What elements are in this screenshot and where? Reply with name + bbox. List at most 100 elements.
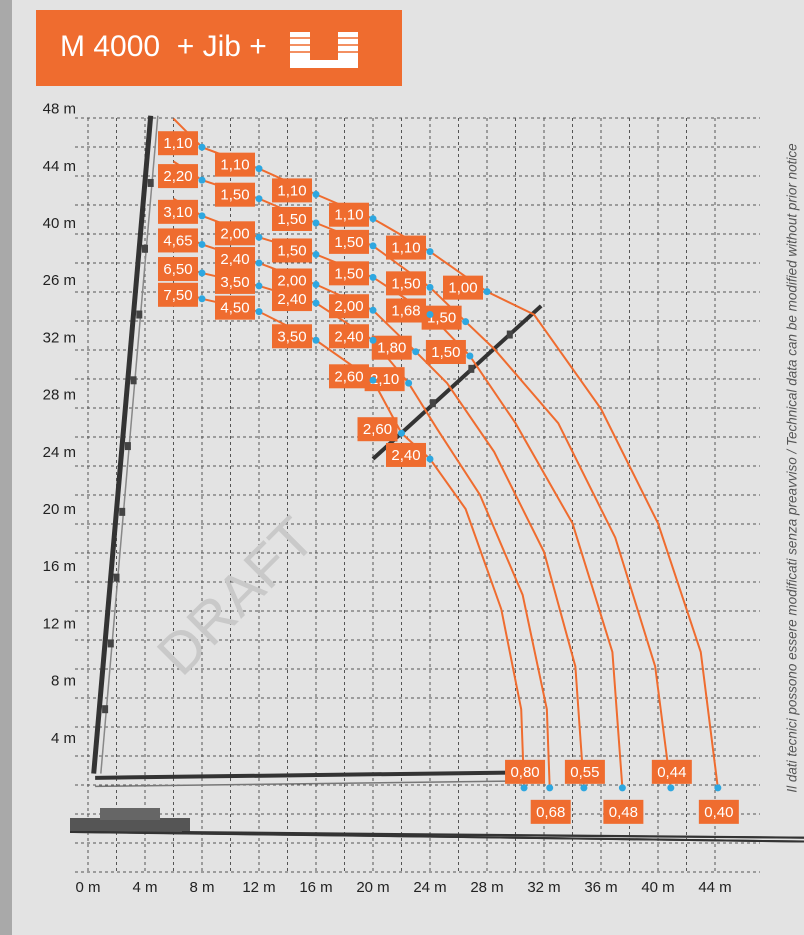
load-label-box bbox=[158, 257, 198, 282]
load-point-dot bbox=[369, 215, 377, 223]
load-point-dot bbox=[483, 288, 491, 296]
load-label-box bbox=[421, 305, 462, 330]
left-side-strip bbox=[0, 0, 12, 935]
load-label-text: 4,65 bbox=[163, 232, 192, 249]
load-point-dot bbox=[255, 233, 263, 241]
load-label-text: 0,48 bbox=[609, 804, 638, 821]
load-label-text: 1,10 bbox=[334, 207, 363, 224]
load-label-text: 1,68 bbox=[391, 303, 420, 320]
x-tick-label: 32 m bbox=[527, 879, 560, 896]
y-tick-label: 20 m bbox=[43, 501, 76, 518]
load-label-text: 1,50 bbox=[334, 265, 363, 282]
load-label-box bbox=[329, 324, 369, 349]
load-label-box bbox=[329, 202, 369, 227]
load-label-box bbox=[386, 298, 426, 323]
load-label-box bbox=[329, 261, 369, 286]
y-tick-label: 48 m bbox=[43, 101, 76, 118]
load-label-box bbox=[329, 294, 369, 319]
load-labels: 1,10 1,10 1,10 1,10 1,10 1,00 0,40 2,20 1,50 1,50… bbox=[158, 131, 739, 824]
load-label-text: 2,60 bbox=[334, 368, 363, 385]
load-label-box bbox=[215, 295, 255, 320]
load-label-box bbox=[698, 799, 739, 824]
load-point-dot bbox=[412, 348, 420, 356]
load-label-text: 1,50 bbox=[427, 310, 456, 327]
boom-section-joint bbox=[124, 442, 131, 451]
load-point-dot bbox=[198, 212, 206, 220]
y-tick-label: 8 m bbox=[51, 673, 76, 690]
load-label-text: 2,40 bbox=[220, 251, 249, 268]
load-label-box bbox=[158, 131, 198, 156]
load-point-dot bbox=[369, 376, 377, 384]
load-label-text: 2,40 bbox=[277, 291, 306, 308]
chart-title: M 4000 + Jib + bbox=[60, 30, 267, 64]
load-point-dot bbox=[426, 248, 434, 256]
y-tick-label: 24 m bbox=[43, 444, 76, 461]
load-label-text: 1,10 bbox=[163, 135, 192, 152]
load-label-text: 2,00 bbox=[334, 298, 363, 315]
load-point-dot bbox=[667, 784, 675, 792]
load-point-dot bbox=[198, 269, 206, 277]
load-point-dot bbox=[255, 282, 263, 290]
load-label-text: 1,50 bbox=[277, 211, 306, 228]
y-tick-label: 16 m bbox=[43, 558, 76, 575]
load-label-text: 1,50 bbox=[391, 275, 420, 292]
y-tick-label: 32 m bbox=[43, 329, 76, 346]
y-tick-label: 12 m bbox=[43, 615, 76, 632]
load-point-dot bbox=[255, 308, 263, 316]
boom-section-joint bbox=[147, 178, 154, 187]
load-point-dot bbox=[312, 190, 320, 198]
load-label-text: 7,50 bbox=[163, 287, 192, 304]
load-label-box bbox=[215, 221, 255, 246]
load-point-dot bbox=[255, 259, 263, 267]
load-point-dot bbox=[462, 318, 470, 326]
load-point-dot bbox=[198, 295, 206, 303]
crane-base bbox=[70, 818, 190, 832]
crane-turret bbox=[100, 808, 160, 820]
boom-section-joint bbox=[130, 376, 137, 385]
horizontal-boom bbox=[95, 770, 545, 780]
load-label-box bbox=[386, 235, 426, 260]
load-label-text: 1,50 bbox=[431, 344, 460, 361]
load-label-box bbox=[357, 417, 398, 442]
load-curve bbox=[173, 287, 526, 788]
load-point-dot bbox=[426, 455, 434, 463]
load-label-box bbox=[329, 364, 369, 389]
title-suffix: + Jib + bbox=[176, 30, 267, 63]
load-label-box bbox=[386, 442, 426, 467]
title-banner: M 4000 + Jib + bbox=[36, 10, 402, 86]
load-point-dot bbox=[714, 784, 722, 792]
load-point-dot bbox=[255, 165, 263, 173]
load-point-dot bbox=[426, 311, 434, 319]
x-tick-label: 24 m bbox=[413, 879, 446, 896]
load-label-text: 1,50 bbox=[277, 242, 306, 259]
load-label-text: 2,10 bbox=[370, 371, 399, 388]
load-label-text: 1,10 bbox=[220, 157, 249, 174]
load-label-text: 3,50 bbox=[277, 328, 306, 345]
load-label-box bbox=[371, 335, 412, 360]
load-label-text: 1,10 bbox=[277, 182, 306, 199]
load-label-box bbox=[158, 164, 198, 189]
load-label-text: 1,80 bbox=[377, 340, 406, 357]
load-label-box bbox=[158, 199, 198, 224]
load-point-dot bbox=[546, 784, 554, 792]
load-label-box bbox=[272, 207, 312, 231]
load-point-dot bbox=[369, 336, 377, 344]
y-axis-ticks: 48 m 44 m 40 m 26 m 32 m 28 m 24 m 20 m 16 m 12 m… bbox=[43, 101, 76, 747]
outrigger-leg bbox=[69, 831, 804, 839]
jib-joint bbox=[506, 330, 513, 339]
x-tick-label: 20 m bbox=[356, 879, 389, 896]
boom-section-joint bbox=[102, 705, 109, 714]
x-tick-label: 16 m bbox=[299, 879, 332, 896]
load-point-dot bbox=[255, 195, 263, 203]
load-label-text: 2,40 bbox=[391, 447, 420, 464]
load-point-dot bbox=[312, 219, 320, 227]
load-point-dot bbox=[312, 336, 320, 344]
load-label-box bbox=[443, 275, 483, 300]
load-point-dot bbox=[198, 143, 206, 151]
x-tick-label: 28 m bbox=[470, 879, 503, 896]
load-curves bbox=[172, 117, 719, 788]
load-point-dot bbox=[369, 273, 377, 281]
x-tick-label: 0 m bbox=[75, 879, 100, 896]
load-label-box bbox=[386, 271, 426, 296]
